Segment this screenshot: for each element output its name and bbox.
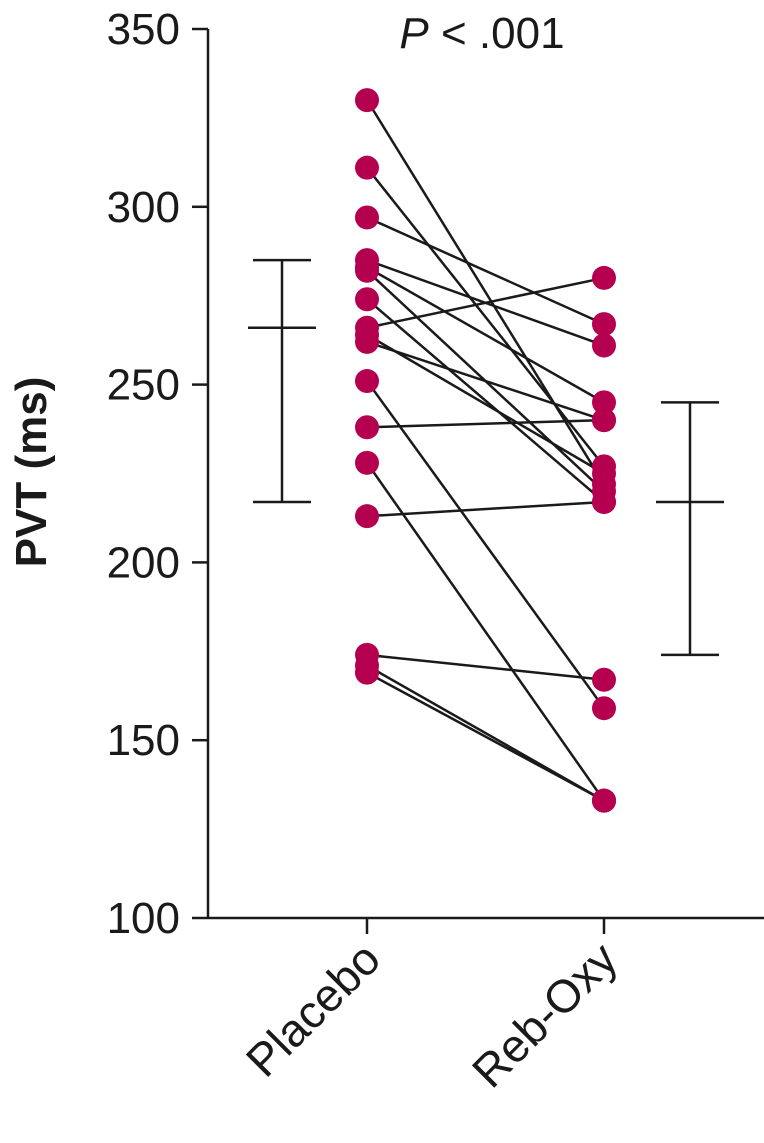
- y-tick-label-250: 250: [107, 361, 180, 410]
- data-points: [355, 88, 616, 813]
- p-value-symbol: P: [399, 9, 429, 58]
- p-value-annotation: P < .001: [399, 9, 564, 58]
- pair-line-4: [366, 266, 605, 404]
- pair-line-1: [366, 166, 605, 468]
- reb-oxy-point-4: [592, 390, 616, 415]
- placebo-point-2: [355, 205, 379, 230]
- p-value-text: < .001: [429, 9, 565, 58]
- reb-oxy-point-10: [592, 696, 616, 721]
- x-category-label-reb-oxy: Reb-Oxy: [462, 932, 627, 1097]
- placebo-point-1: [355, 155, 379, 180]
- pair-lines: [365, 99, 606, 802]
- placebo-point-11: [355, 415, 379, 440]
- y-tick-label-300: 300: [107, 183, 180, 232]
- placebo-point-5: [355, 258, 379, 283]
- placebo-point-6: [355, 287, 379, 312]
- pair-line-13: [366, 500, 605, 518]
- reb-oxy-point-3: [592, 333, 616, 358]
- y-tick-label-350: 350: [107, 5, 180, 54]
- pair-line-8: [366, 333, 605, 475]
- reb-oxy-point-14: [592, 667, 616, 692]
- pair-line-6: [366, 298, 605, 503]
- pair-line-12: [365, 462, 606, 802]
- pair-line-9: [366, 340, 605, 422]
- y-axis-label: PVT (ms): [7, 377, 56, 568]
- reb-oxy-point-7: [592, 265, 616, 290]
- reb-oxy-point-8: [592, 461, 616, 486]
- placebo-point-13: [355, 504, 379, 529]
- pair-line-10: [365, 380, 606, 709]
- y-tick-label-100: 100: [107, 894, 180, 943]
- reb-oxy-point-16: [592, 788, 616, 813]
- x-category-label-placebo: Placebo: [236, 932, 390, 1086]
- reb-oxy-point-11: [592, 408, 616, 433]
- placebo-point-16: [355, 660, 379, 685]
- y-tick-label-150: 150: [107, 716, 180, 765]
- error-bars: [248, 258, 724, 657]
- placebo-point-0: [355, 88, 379, 113]
- placebo-point-10: [355, 369, 379, 394]
- pair-line-2: [366, 216, 605, 326]
- pair-line-7: [366, 276, 605, 329]
- reb-oxy-point-2: [592, 312, 616, 337]
- pair-line-14: [366, 653, 605, 681]
- placebo-point-12: [355, 450, 379, 475]
- pair-line-16: [366, 671, 605, 802]
- y-tick-label-200: 200: [107, 538, 180, 587]
- placebo-point-9: [355, 329, 379, 354]
- axes: 100 150 200 250 300 350 Placebo Reb-Oxy: [107, 5, 764, 1097]
- pair-line-11: [366, 418, 605, 429]
- reb-oxy-point-13: [592, 489, 616, 514]
